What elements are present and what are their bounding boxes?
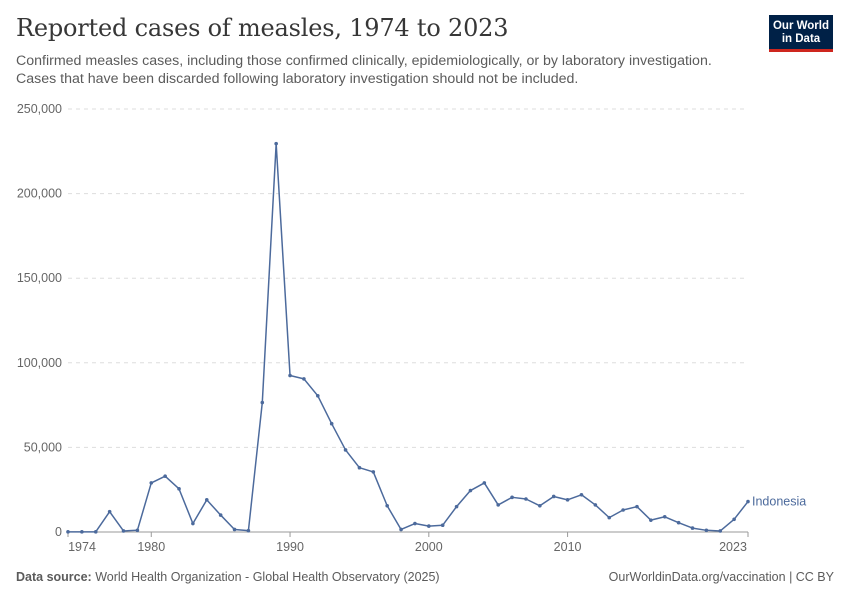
logo-line-2: in Data (781, 33, 821, 45)
data-point (676, 520, 681, 525)
axes: 0 50,000 100,000 150,000 200,000 250,000 1974 1… (17, 102, 749, 554)
data-point (718, 529, 723, 533)
data-point (260, 400, 265, 405)
data-point (551, 494, 556, 499)
y-tick-label: 150,000 (17, 271, 62, 285)
data-point (274, 141, 278, 146)
data-point (149, 481, 154, 485)
data-point (427, 524, 431, 528)
data-point (93, 530, 98, 534)
data-point (621, 508, 625, 512)
data-point (80, 530, 84, 534)
y-tick-label: 50,000 (24, 440, 62, 454)
data-point (524, 497, 528, 501)
y-tick-label: 250,000 (17, 102, 62, 116)
series-line (68, 142, 749, 533)
data-point (690, 526, 695, 530)
data-source-text: World Health Organization - Global Healt… (95, 570, 440, 584)
data-point (121, 529, 126, 533)
data-source: Data source: World Health Organization -… (16, 570, 440, 584)
subtitle-line-2: Cases that have been discarded following… (16, 71, 579, 87)
data-point (399, 527, 403, 532)
data-point (302, 377, 306, 381)
data-point (66, 530, 70, 534)
y-tick-label: 200,000 (17, 187, 62, 201)
data-point (357, 465, 362, 470)
x-tick-label: 1990 (276, 540, 304, 554)
x-tick-label: 2000 (415, 540, 443, 554)
data-point (385, 503, 389, 508)
series-layer: Indonesia (66, 141, 806, 534)
logo-line-1: Our World (772, 20, 829, 32)
data-point (315, 393, 320, 398)
data-point (746, 499, 750, 504)
data-point (482, 481, 487, 485)
data-point (232, 527, 237, 532)
data-point (246, 528, 251, 533)
data-point (593, 503, 598, 507)
data-point (191, 521, 195, 526)
y-tick-label: 100,000 (17, 356, 62, 370)
subtitle-line-1: Confirmed measles cases, including those… (16, 53, 712, 69)
footer-link[interactable]: OurWorldinData.org/vaccination | CC BY (608, 570, 834, 584)
data-point (177, 487, 181, 491)
x-tick-label: 1980 (137, 540, 165, 554)
data-point (107, 509, 112, 514)
data-point (565, 498, 570, 502)
data-point (496, 503, 501, 507)
data-point (607, 515, 612, 520)
data-point (732, 517, 736, 522)
data-point (454, 504, 459, 509)
chart-subtitle: Confirmed measles cases, including those… (16, 52, 756, 88)
data-point (329, 421, 334, 426)
chart-title: Reported cases of measles, 1974 to 2023 (16, 14, 509, 42)
data-source-label: Data source: (16, 570, 92, 584)
x-tick-label: 2010 (554, 540, 582, 554)
data-point (704, 528, 709, 533)
data-point (579, 492, 584, 497)
data-point (413, 521, 417, 526)
y-tick-label: 0 (55, 525, 62, 539)
data-point (371, 470, 376, 474)
data-point (204, 498, 209, 502)
data-point (635, 504, 639, 509)
data-point (649, 518, 653, 522)
grid-lines (68, 108, 748, 448)
data-point (135, 528, 140, 533)
x-tick-label: 2023 (719, 540, 747, 554)
data-point (288, 373, 292, 378)
data-point (510, 495, 514, 500)
data-point (440, 523, 445, 528)
series-label: Indonesia (752, 495, 806, 509)
data-point (468, 488, 473, 493)
data-point (163, 474, 167, 478)
owid-logo[interactable]: Our World in Data (769, 15, 833, 52)
data-point (662, 514, 667, 519)
data-point (538, 503, 542, 508)
x-tick-label: 1974 (68, 540, 96, 554)
data-point (218, 513, 223, 517)
data-point (343, 448, 348, 452)
